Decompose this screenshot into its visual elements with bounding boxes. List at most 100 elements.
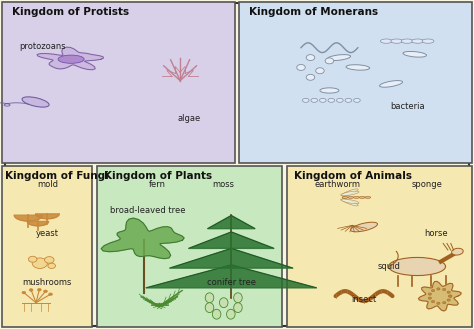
Text: broad-leaved tree: broad-leaved tree [110, 206, 186, 215]
FancyBboxPatch shape [2, 166, 92, 327]
Ellipse shape [320, 88, 339, 93]
Ellipse shape [437, 288, 440, 290]
Ellipse shape [28, 256, 37, 262]
Text: mushrooms: mushrooms [23, 278, 72, 288]
Text: Kingdom of Protists: Kingdom of Protists [12, 7, 129, 16]
Ellipse shape [411, 39, 424, 43]
Text: bacteria: bacteria [390, 102, 425, 112]
Ellipse shape [428, 293, 431, 295]
Ellipse shape [342, 196, 348, 198]
Text: mold: mold [37, 180, 58, 189]
Ellipse shape [391, 39, 403, 43]
Text: moss: moss [213, 180, 235, 189]
Ellipse shape [44, 290, 47, 292]
Ellipse shape [37, 289, 41, 291]
Ellipse shape [428, 297, 431, 299]
Polygon shape [101, 218, 184, 259]
Ellipse shape [448, 295, 452, 297]
Ellipse shape [328, 98, 335, 102]
Ellipse shape [447, 291, 450, 293]
Text: Kingdom of Monerans: Kingdom of Monerans [249, 7, 378, 16]
Ellipse shape [448, 295, 452, 297]
Ellipse shape [437, 302, 440, 304]
Ellipse shape [205, 303, 214, 313]
Ellipse shape [219, 298, 228, 308]
Ellipse shape [403, 51, 427, 57]
Text: algae: algae [178, 114, 201, 123]
Ellipse shape [389, 257, 446, 276]
Ellipse shape [348, 196, 354, 198]
Ellipse shape [341, 199, 359, 204]
Text: squid: squid [377, 262, 400, 271]
Text: insect: insect [351, 295, 377, 304]
Text: Kingdom of Plants: Kingdom of Plants [104, 171, 212, 181]
Polygon shape [36, 214, 59, 219]
Text: conifer tree: conifer tree [207, 278, 256, 288]
Ellipse shape [431, 290, 435, 292]
Polygon shape [14, 215, 43, 221]
FancyBboxPatch shape [287, 166, 472, 327]
Ellipse shape [319, 98, 326, 102]
Ellipse shape [341, 199, 358, 206]
FancyBboxPatch shape [239, 2, 472, 163]
Ellipse shape [452, 248, 463, 255]
Ellipse shape [22, 97, 49, 107]
Ellipse shape [234, 293, 242, 303]
Ellipse shape [431, 300, 435, 303]
Ellipse shape [306, 55, 315, 61]
Text: protozoans: protozoans [19, 41, 66, 51]
Polygon shape [27, 221, 49, 226]
Text: fern: fern [149, 180, 166, 189]
Ellipse shape [297, 64, 305, 70]
Ellipse shape [380, 39, 392, 43]
Text: horse: horse [424, 229, 448, 238]
Ellipse shape [227, 309, 235, 319]
Text: earthworm: earthworm [314, 180, 361, 189]
Ellipse shape [337, 98, 343, 102]
Ellipse shape [311, 98, 318, 102]
FancyBboxPatch shape [97, 166, 282, 327]
Ellipse shape [302, 98, 309, 102]
Text: Kingdom of Fungi: Kingdom of Fungi [5, 171, 109, 181]
Ellipse shape [22, 291, 26, 294]
Ellipse shape [422, 39, 434, 43]
Ellipse shape [316, 68, 324, 74]
Polygon shape [419, 281, 461, 311]
Ellipse shape [327, 55, 351, 61]
Ellipse shape [354, 98, 360, 102]
Text: Kingdom of Animals: Kingdom of Animals [294, 171, 412, 181]
Ellipse shape [29, 289, 33, 291]
Text: sponge: sponge [411, 180, 442, 189]
Polygon shape [37, 47, 103, 70]
Ellipse shape [447, 299, 450, 301]
Text: yeast: yeast [36, 229, 59, 238]
Ellipse shape [48, 263, 55, 268]
Ellipse shape [443, 288, 446, 291]
Ellipse shape [234, 303, 242, 313]
FancyBboxPatch shape [2, 2, 235, 163]
Ellipse shape [346, 65, 370, 70]
Polygon shape [170, 248, 293, 268]
Ellipse shape [354, 196, 359, 198]
Ellipse shape [380, 81, 402, 87]
FancyBboxPatch shape [5, 3, 469, 326]
Ellipse shape [359, 196, 365, 198]
Ellipse shape [443, 302, 446, 304]
Ellipse shape [365, 196, 371, 198]
Ellipse shape [325, 58, 334, 64]
Ellipse shape [212, 309, 221, 319]
Polygon shape [146, 265, 317, 288]
Ellipse shape [49, 293, 53, 295]
Polygon shape [189, 232, 274, 248]
Ellipse shape [351, 222, 377, 232]
Ellipse shape [401, 39, 413, 43]
Polygon shape [208, 215, 255, 229]
Ellipse shape [345, 98, 352, 102]
Ellipse shape [45, 257, 54, 263]
Ellipse shape [341, 189, 358, 196]
Ellipse shape [58, 55, 84, 63]
Ellipse shape [341, 191, 359, 196]
Ellipse shape [205, 293, 214, 303]
Ellipse shape [306, 74, 315, 80]
Ellipse shape [32, 258, 47, 268]
